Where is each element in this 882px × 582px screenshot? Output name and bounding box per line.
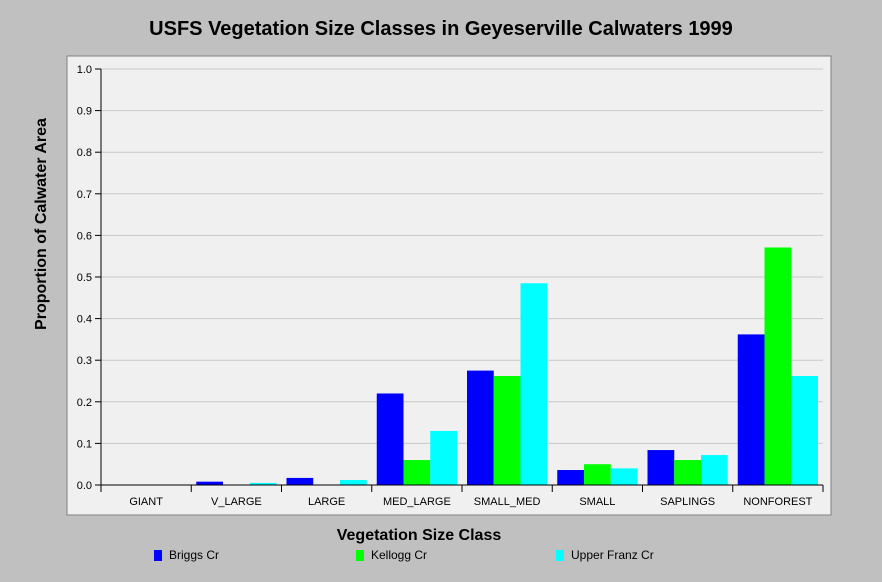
y-tick-label: 0.1	[77, 438, 92, 450]
bars	[196, 247, 818, 485]
y-tick-label: 0.8	[77, 147, 92, 159]
bar-saplings-briggs-cr	[647, 450, 675, 485]
bar-v-large-briggs-cr	[196, 481, 223, 485]
x-tick-label: MED_LARGE	[383, 496, 451, 508]
x-tick-label: NONFOREST	[743, 496, 812, 508]
y-tick-label: 0.7	[77, 189, 92, 201]
x-tick-label: LARGE	[308, 496, 345, 508]
bar-nonforest-kellogg-cr	[764, 247, 792, 485]
bar-small-upper-franz-cr	[610, 468, 638, 485]
legend-swatch-briggs	[154, 549, 162, 561]
x-tick-label: SAPLINGS	[660, 496, 715, 508]
chart-title: USFS Vegetation Size Classes in Geyeserv…	[149, 18, 733, 40]
bar-small-kellogg-cr	[584, 464, 611, 485]
y-tick-label: 0.2	[77, 397, 92, 409]
bar-med-large-upper-franz-cr	[430, 430, 457, 485]
x-tick-label: GIANT	[129, 496, 163, 508]
bar-large-briggs-cr	[286, 477, 314, 485]
bar-v-large-upper-franz-cr	[249, 482, 277, 485]
y-axis-label: Proportion of Calwater Area	[33, 118, 50, 330]
bar-saplings-kellogg-cr	[674, 460, 701, 485]
x-axis-label: Vegetation Size Class	[337, 527, 502, 544]
y-tick-label: 0.5	[77, 272, 92, 284]
bar-med-large-kellogg-cr	[403, 460, 431, 485]
bar-small-med-briggs-cr	[467, 370, 494, 485]
y-tick-label: 0.9	[77, 106, 92, 118]
y-tick-label: 0.0	[77, 480, 92, 492]
legend-label-upper-franz: Upper Franz Cr	[571, 548, 654, 562]
legend-label-briggs: Briggs Cr	[169, 548, 220, 562]
legend-item-kellogg: Kellogg Cr	[356, 546, 427, 564]
legend-swatch-upper-franz	[556, 549, 564, 561]
bar-nonforest-briggs-cr	[737, 334, 765, 485]
bar-saplings-upper-franz-cr	[701, 455, 728, 485]
x-tick-label: SMALL_MED	[474, 496, 541, 508]
legend-item-upper-franz: Upper Franz Cr	[556, 546, 654, 564]
y-tick-label: 0.3	[77, 355, 92, 367]
bar-nonforest-upper-franz-cr	[791, 376, 818, 485]
y-tick-label: 0.6	[77, 230, 92, 242]
bar-large-upper-franz-cr	[340, 480, 367, 485]
legend-label-kellogg: Kellogg Cr	[371, 548, 428, 562]
legend-item-briggs: Briggs Cr	[154, 546, 219, 564]
legend-swatch-kellogg	[356, 549, 364, 561]
x-tick-label: V_LARGE	[211, 496, 262, 508]
bar-med-large-briggs-cr	[376, 393, 404, 485]
y-tick-label: 0.4	[77, 314, 92, 326]
y-tick-label: 1.0	[77, 64, 92, 76]
bar-small-briggs-cr	[557, 470, 584, 485]
bar-small-med-upper-franz-cr	[520, 283, 548, 485]
x-tick-label: SMALL	[579, 496, 615, 508]
grid-lines	[101, 68, 823, 444]
axes: 0.0 0.1 0.2 0.3 0.4 0.5 0.6 0.7 0.8 0.9 1.0 GIANT V_…	[77, 64, 824, 508]
bar-small-med-kellogg-cr	[493, 376, 521, 485]
